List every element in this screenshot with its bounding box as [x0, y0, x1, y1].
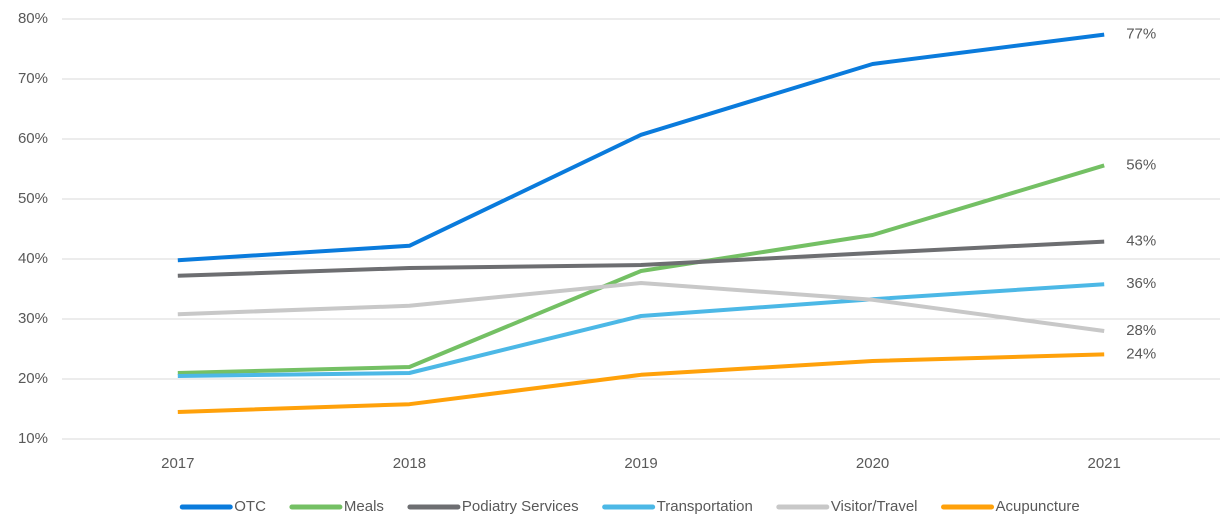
legend-item: Meals	[289, 498, 384, 515]
data-label: 56%	[1126, 156, 1156, 173]
y-tick-label: 40%	[18, 250, 48, 267]
legend-label: Meals	[344, 498, 384, 515]
y-tick-label: 10%	[18, 430, 48, 447]
series-line	[177, 282, 1105, 378]
x-tick-label: 2017	[161, 455, 194, 472]
x-tick-label: 2018	[393, 455, 426, 472]
series-line	[177, 239, 1105, 278]
legend-label: Podiatry Services	[462, 498, 579, 515]
y-tick-label: 80%	[18, 10, 48, 27]
data-label: 77%	[1126, 26, 1156, 43]
data-label: 43%	[1126, 233, 1156, 250]
legend-label: OTC	[234, 498, 266, 515]
y-tick-label: 70%	[18, 70, 48, 87]
series-line	[177, 32, 1105, 263]
y-tick-label: 20%	[18, 370, 48, 387]
legend-item: Transportation	[602, 498, 753, 515]
legend-item: Visitor/Travel	[776, 498, 918, 515]
legend-label: Transportation	[657, 498, 753, 515]
data-label: 28%	[1126, 322, 1156, 339]
series-line	[177, 352, 1105, 414]
x-tick-label: 2021	[1088, 455, 1121, 472]
legend-label: Visitor/Travel	[831, 498, 918, 515]
legend-item: OTC	[179, 498, 266, 515]
x-tick-label: 2020	[856, 455, 889, 472]
x-tick-label: 2019	[624, 455, 657, 472]
y-tick-label: 50%	[18, 190, 48, 207]
series-line	[177, 163, 1105, 375]
series-line	[177, 281, 1105, 333]
data-label: 24%	[1126, 345, 1156, 362]
legend-label: Acupuncture	[996, 498, 1080, 515]
y-tick-label: 60%	[18, 130, 48, 147]
legend-item: Podiatry Services	[407, 498, 579, 515]
legend-item: Acupuncture	[941, 498, 1080, 515]
y-tick-label: 30%	[18, 310, 48, 327]
data-label: 36%	[1126, 275, 1156, 292]
